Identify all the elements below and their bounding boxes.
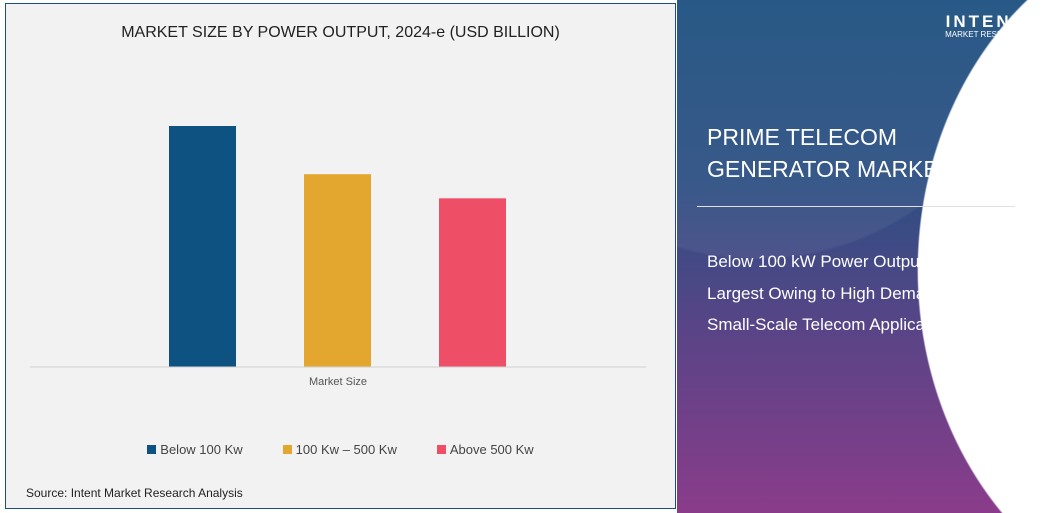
legend-item: Above 500 Kw xyxy=(436,442,534,457)
x-axis-label: Market Size xyxy=(309,376,367,388)
key-insight: Below 100 kW Power Output Is Largest Owi… xyxy=(707,252,963,334)
market-heading: PRIME TELECOM GENERATOR MARKET xyxy=(707,124,953,182)
legend-swatch xyxy=(436,445,446,454)
legend-item: Below 100 Kw xyxy=(147,442,243,457)
bar-chart: Market Size xyxy=(30,126,646,388)
bar-2 xyxy=(304,174,371,367)
legend-swatch xyxy=(282,445,292,454)
info-panel: INTENT MARKET RESEARCH PRIME TELECOM GEN… xyxy=(677,0,1043,513)
source-note: Source: Intent Market Research Analysis xyxy=(26,486,243,500)
legend-swatch xyxy=(147,445,157,454)
bar-1 xyxy=(169,126,236,367)
divider xyxy=(697,206,1015,207)
chart-panel: MARKET SIZE BY POWER OUTPUT, 2024-e (USD… xyxy=(5,3,676,509)
legend-item: 100 Kw – 500 Kw xyxy=(282,442,397,457)
legend-label: Above 500 Kw xyxy=(449,442,534,457)
legend: Below 100 Kw 100 Kw – 500 Kw Above 500 Kw xyxy=(6,442,675,457)
bar-3 xyxy=(439,198,506,367)
intent-logo: INTENT MARKET RESEARCH xyxy=(945,12,1025,39)
legend-label: 100 Kw – 500 Kw xyxy=(295,442,397,457)
logo-brand: INTENT xyxy=(945,12,1025,31)
logo-subtitle: MARKET RESEARCH xyxy=(945,30,1025,39)
chart-title: MARKET SIZE BY POWER OUTPUT, 2024-e (USD… xyxy=(121,24,560,41)
legend-label: Below 100 Kw xyxy=(160,442,243,457)
